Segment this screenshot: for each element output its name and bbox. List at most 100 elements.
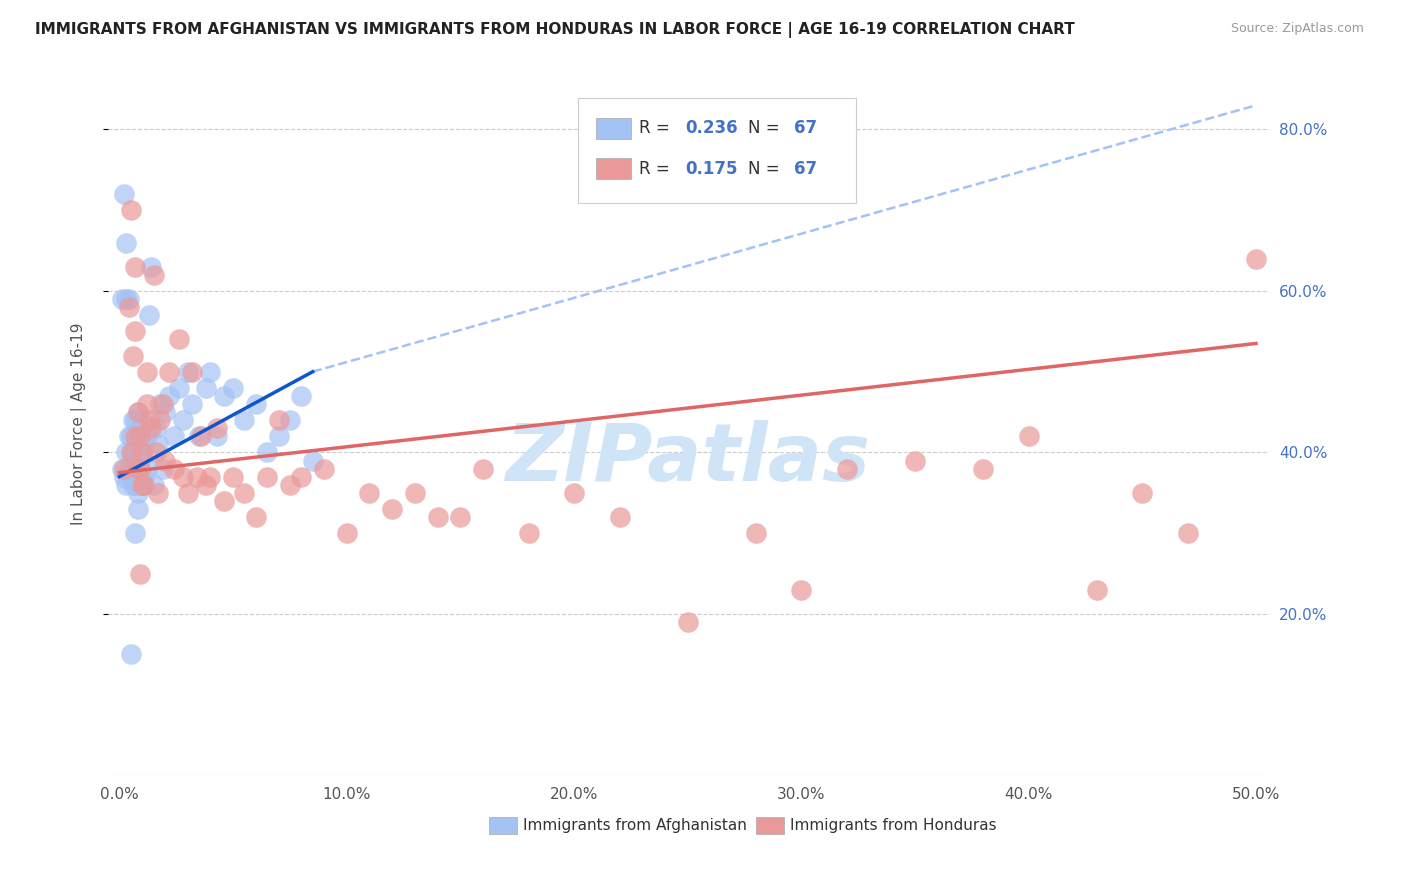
Point [129, 421, 152, 435]
Point [131, 445, 153, 459]
Point [152, 397, 174, 411]
Point [131, 413, 153, 427]
Point [120, 429, 142, 443]
Point [176, 365, 198, 379]
Point [200, 469, 222, 483]
Text: Source: ZipAtlas.com: Source: ZipAtlas.com [1230, 22, 1364, 36]
Point [245, 397, 267, 411]
Point [131, 477, 153, 491]
Y-axis label: In Labor Force | Age 16-19: In Labor Force | Age 16-19 [72, 323, 87, 525]
Point [745, 526, 768, 541]
Point [1177, 526, 1199, 541]
Point [124, 437, 146, 451]
Point [115, 477, 138, 491]
Point [149, 413, 172, 427]
Text: 67: 67 [794, 120, 817, 137]
FancyBboxPatch shape [489, 817, 517, 834]
Point [153, 453, 176, 467]
Point [267, 429, 290, 443]
Point [124, 526, 146, 541]
Text: 67: 67 [794, 160, 817, 178]
Point [115, 445, 138, 459]
Point [122, 445, 145, 459]
Point [194, 381, 217, 395]
Point [115, 292, 138, 306]
FancyBboxPatch shape [578, 97, 856, 202]
Point [127, 405, 149, 419]
Point [127, 405, 149, 419]
Point [138, 308, 160, 322]
Point [138, 413, 160, 427]
Point [190, 429, 212, 443]
Point [124, 461, 146, 475]
Point [290, 389, 312, 403]
Point [127, 437, 149, 451]
Point [129, 477, 152, 491]
Point [135, 461, 157, 475]
FancyBboxPatch shape [756, 817, 785, 834]
Point [124, 429, 146, 443]
Point [278, 477, 301, 491]
Point [131, 477, 153, 491]
Point [1244, 252, 1267, 266]
Point [117, 292, 139, 306]
Point [200, 365, 222, 379]
Point [112, 469, 135, 483]
Text: 0.175: 0.175 [686, 160, 738, 178]
Point [609, 510, 631, 524]
Point [134, 469, 156, 483]
Point [117, 461, 139, 475]
Point [145, 445, 167, 459]
Point [181, 365, 204, 379]
Point [181, 397, 204, 411]
Point [141, 260, 163, 274]
Point [122, 349, 145, 363]
Point [163, 429, 186, 443]
Text: IMMIGRANTS FROM AFGHANISTAN VS IMMIGRANTS FROM HONDURAS IN LABOR FORCE | AGE 16-: IMMIGRANTS FROM AFGHANISTAN VS IMMIGRANT… [35, 22, 1076, 38]
Point [152, 461, 174, 475]
Point [112, 187, 135, 202]
Point [141, 421, 163, 435]
Point [222, 381, 245, 395]
Point [336, 526, 359, 541]
Point [134, 477, 156, 491]
Point [381, 502, 404, 516]
Point [129, 453, 152, 467]
Point [426, 510, 449, 524]
Point [176, 485, 198, 500]
Point [129, 429, 152, 443]
Point [122, 445, 145, 459]
Point [142, 268, 165, 282]
Point [233, 413, 256, 427]
Point [111, 461, 134, 475]
Point [194, 477, 217, 491]
Point [404, 485, 426, 500]
Point [146, 485, 169, 500]
Point [115, 235, 138, 250]
Point [167, 381, 190, 395]
Point [120, 648, 142, 662]
Point [676, 615, 699, 629]
Point [127, 461, 149, 475]
Point [172, 469, 194, 483]
Point [517, 526, 540, 541]
Point [111, 292, 134, 306]
Point [124, 477, 146, 491]
Point [167, 333, 190, 347]
Point [117, 300, 139, 314]
Point [127, 461, 149, 475]
Text: N =: N = [748, 120, 785, 137]
Point [129, 461, 152, 475]
Point [205, 429, 228, 443]
Point [301, 453, 323, 467]
Point [120, 453, 142, 467]
Point [124, 260, 146, 274]
Point [790, 582, 813, 597]
Point [972, 461, 994, 475]
Point [112, 461, 135, 475]
Point [149, 397, 172, 411]
Point [145, 421, 167, 435]
Point [449, 510, 471, 524]
Point [163, 461, 186, 475]
Point [212, 389, 235, 403]
